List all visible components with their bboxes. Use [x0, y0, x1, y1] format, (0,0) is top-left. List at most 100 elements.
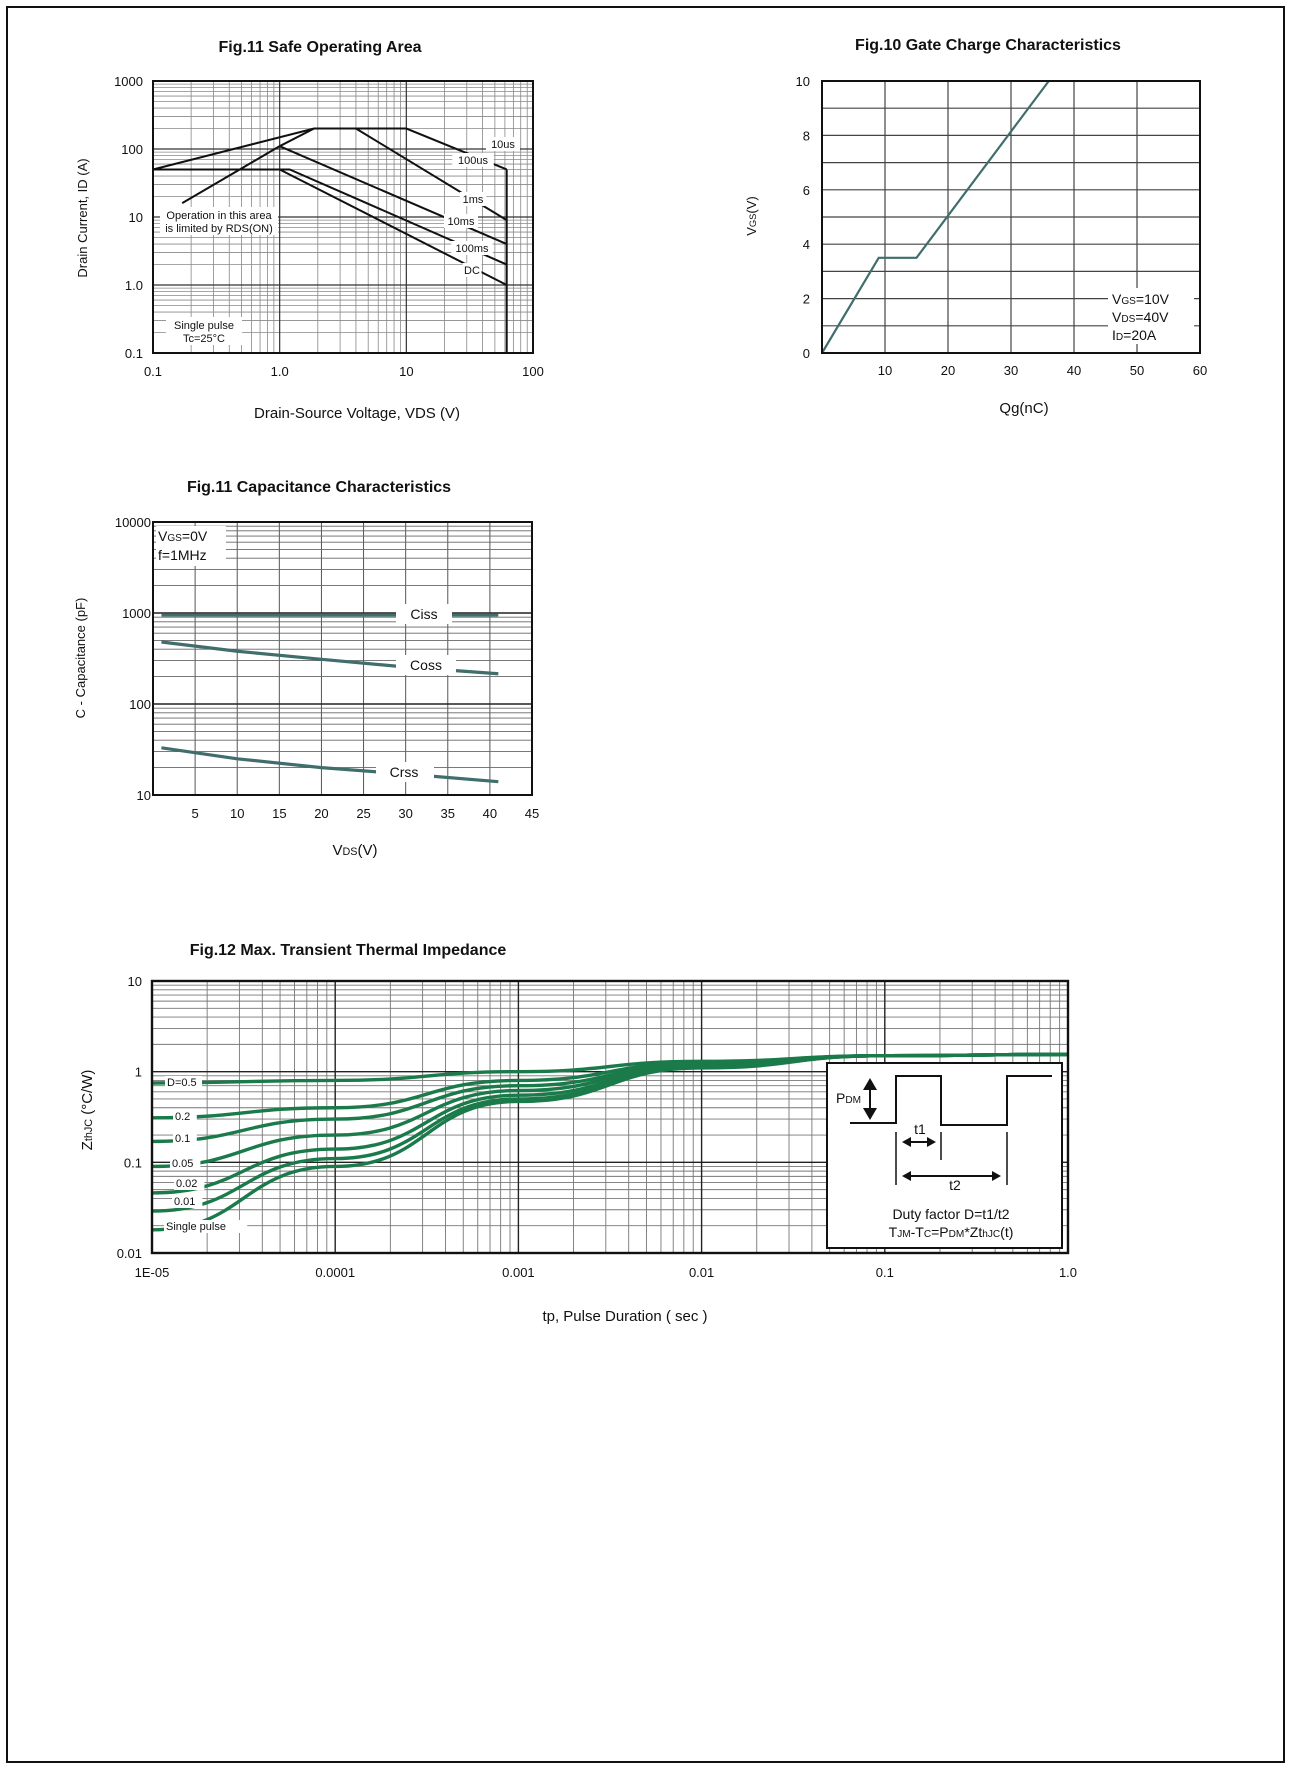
plot-frame: [821, 80, 1201, 354]
series-label: 0.1: [175, 1133, 190, 1145]
x-tick-label: 15: [272, 806, 286, 821]
x-tick-label: 45: [525, 806, 539, 821]
x-tick-label: 25: [356, 806, 370, 821]
x-tick-label: 10: [878, 363, 892, 378]
series-label: Coss: [410, 657, 442, 673]
soa-curve: [181, 127, 315, 204]
thermal-curve: [151, 1052, 1069, 1232]
x-tick-label: 20: [941, 363, 955, 378]
x-tick-label: 1E-05: [135, 1265, 170, 1280]
plot-frame: [152, 80, 534, 354]
y-tick-label: 0: [803, 346, 810, 361]
curve-label: DC: [464, 265, 480, 277]
y-tick-label: 1000: [122, 606, 151, 621]
y-tick-label: 1.0: [125, 278, 143, 293]
x-tick-label: 1.0: [1059, 1265, 1077, 1280]
capacitance-chart: Ciss Coss Crss VGS=0V f=1MHz 5 10 15 20 25 30 35 40 4…: [73, 479, 539, 859]
y-tick-label: 10: [129, 210, 143, 225]
x-tick-label: 0.01: [689, 1265, 714, 1280]
thermal-formula: TJM-TC=PDM*ZthJC(t): [889, 1224, 1014, 1240]
x-tick-label: 30: [398, 806, 412, 821]
y-tick-label: 100: [129, 697, 151, 712]
series-label: Ciss: [410, 606, 437, 622]
y-tick-label: 10: [128, 974, 142, 989]
arrow-head: [992, 1171, 1001, 1181]
inset-frame: [826, 1062, 1063, 1249]
series-label: 0.01: [174, 1196, 195, 1208]
x-tick-label: 0.001: [502, 1265, 535, 1280]
x-axis-label: tp, Pulse Duration ( sec ): [542, 1308, 707, 1325]
gate-charge-chart: VGS=10V VDS=40V ID=20A 10 20 30 40 50 60 0 2 4 6 8 10 F…: [744, 37, 1207, 417]
x-tick-label: 10: [399, 364, 413, 379]
pdm-label: PDM: [836, 1090, 861, 1106]
curve-label: 100us: [458, 155, 488, 167]
y-tick-label: 2: [803, 292, 810, 307]
y-tick-label: 100: [121, 142, 143, 157]
x-tick-label: 40: [483, 806, 497, 821]
x-tick-label: 1.0: [271, 364, 289, 379]
chart-title: Fig.11 Safe Operating Area: [218, 39, 421, 56]
x-axis-label: Drain-Source Voltage, VDS (V): [254, 405, 460, 422]
arrow-head: [863, 1108, 877, 1120]
y-axis-label: VGS(V): [744, 196, 759, 236]
arrow-head: [863, 1078, 877, 1090]
plot-frame: [152, 521, 533, 796]
soa-note: Single pulse: [174, 320, 234, 332]
thermal-chart: D=0.5 0.2 0.1 0.05 0.02 0.01 Single pulse PDM t1…: [79, 942, 1077, 1325]
x-tick-label: 10: [230, 806, 244, 821]
arrow-head: [902, 1137, 911, 1147]
x-axis-label: Qg(nC): [999, 400, 1048, 417]
y-axis-label: ZthJC (°C/W): [79, 1070, 96, 1151]
series-label: Single pulse: [166, 1221, 226, 1233]
soa-annotation: Operation in this area: [166, 210, 272, 222]
series-label: 0.2: [175, 1111, 190, 1123]
pulse-waveform: [850, 1075, 1052, 1126]
x-tick-label: 5: [191, 806, 198, 821]
y-tick-label: 10: [796, 74, 810, 89]
x-tick-label: 60: [1193, 363, 1207, 378]
y-tick-label: 1000: [114, 74, 143, 89]
t1-label: t1: [914, 1121, 926, 1137]
chart-title: Fig.12 Max. Transient Thermal Impedance: [190, 942, 507, 959]
y-tick-label: 0.1: [124, 1155, 142, 1170]
soa-note: Tc=25°C: [183, 333, 225, 345]
y-tick-label: 6: [803, 183, 810, 198]
curve-label: 10us: [491, 139, 515, 151]
curve-label: 1ms: [463, 194, 484, 206]
x-tick-label: 30: [1004, 363, 1018, 378]
arrow-head: [902, 1171, 911, 1181]
condition-label: VDS=40V: [1112, 309, 1169, 325]
curve-label: 10ms: [448, 216, 475, 228]
x-tick-label: 0.1: [876, 1265, 894, 1280]
series-label: D=0.5: [167, 1077, 197, 1089]
y-axis-label: C - Capacitance (pF): [73, 598, 88, 719]
x-axis-label: VDS(V): [332, 842, 377, 859]
y-tick-label: 1: [135, 1065, 142, 1080]
x-tick-label: 35: [441, 806, 455, 821]
x-tick-label: 50: [1130, 363, 1144, 378]
capacitance-curve: [161, 746, 499, 784]
y-tick-label: 4: [803, 237, 810, 252]
y-axis-label: Drain Current, ID (A): [75, 158, 90, 277]
y-tick-label: 0.1: [125, 346, 143, 361]
y-tick-label: 8: [803, 128, 810, 143]
condition-label: ID=20A: [1112, 327, 1157, 343]
condition-label: f=1MHz: [158, 547, 207, 563]
condition-label: VGS=10V: [1112, 291, 1170, 307]
y-tick-label: 0.01: [117, 1246, 142, 1261]
chart-title: Fig.11 Capacitance Characteristics: [187, 479, 451, 496]
condition-label: VGS=0V: [158, 528, 208, 544]
x-tick-label: 20: [314, 806, 328, 821]
x-tick-label: 0.1: [144, 364, 162, 379]
plot-frame: [150, 979, 1070, 1255]
y-tick-label: 10000: [115, 515, 151, 530]
x-tick-label: 40: [1067, 363, 1081, 378]
duty-factor-inset: PDM t1 t2 Duty factor D=t1/t2 TJM-TC=PDM*Zth…: [826, 1062, 1063, 1249]
arrow-head: [927, 1137, 936, 1147]
chart-title: Fig.10 Gate Charge Characteristics: [855, 37, 1121, 54]
soa-curve: [314, 127, 508, 221]
series-label: 0.02: [176, 1178, 197, 1190]
series-label: 0.05: [172, 1158, 193, 1170]
y-tick-label: 10: [137, 788, 151, 803]
